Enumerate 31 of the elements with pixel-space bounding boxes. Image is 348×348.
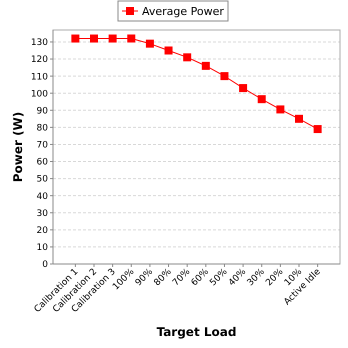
point — [276, 105, 284, 114]
y-tick-label: 60 — [36, 158, 48, 168]
y-tick-label: 80 — [36, 124, 48, 134]
y-tick-label: 10 — [36, 243, 48, 254]
y-tick-label: 0 — [42, 260, 48, 270]
y-tick-label: 100 — [30, 89, 48, 100]
point — [202, 62, 210, 70]
point — [183, 53, 192, 62]
y-tick-label: 20 — [36, 226, 48, 236]
legend-label: Average Power — [142, 4, 224, 18]
point — [90, 34, 98, 43]
point — [71, 34, 80, 43]
y-tick-label: 50 — [36, 174, 48, 185]
point — [220, 72, 228, 80]
point — [314, 125, 322, 134]
point — [108, 34, 117, 43]
y-axis-title: Power (W) — [11, 112, 25, 182]
x-axis-title: Target Load — [156, 325, 236, 339]
y-tick-label: 120 — [30, 55, 48, 66]
point — [295, 114, 303, 123]
point — [258, 95, 266, 104]
y-tick-label: 110 — [30, 72, 48, 82]
y-tick-label: 70 — [36, 140, 48, 151]
y-tick-label: 130 — [30, 38, 48, 48]
point — [146, 40, 154, 48]
y-tick-label: 40 — [36, 192, 48, 202]
y-tick-label: 30 — [36, 208, 48, 219]
point — [239, 84, 248, 92]
point — [127, 34, 136, 43]
point — [164, 46, 173, 54]
y-tick-label: 90 — [36, 106, 48, 116]
